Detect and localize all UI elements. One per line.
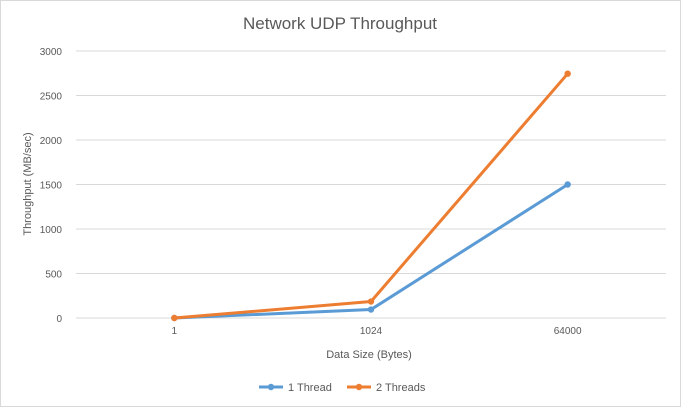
- x-tick-label: 1: [172, 326, 178, 337]
- y-tick-label: 1500: [40, 181, 63, 192]
- x-axis-ticks: 1 1024 64000: [172, 326, 582, 337]
- legend-item: 2 Threads: [347, 382, 426, 394]
- legend-label: 2 Threads: [376, 382, 426, 394]
- legend-item: 1 Thread: [259, 382, 332, 394]
- legend-swatch-marker: [355, 383, 363, 391]
- y-tick-label: 1000: [40, 225, 63, 236]
- chart-title: Network UDP Throughput: [243, 14, 437, 33]
- data-point: [564, 181, 571, 188]
- data-point: [171, 314, 178, 322]
- legend-swatch-marker: [267, 383, 275, 391]
- data-point: [367, 298, 375, 305]
- series-2: [171, 70, 571, 322]
- series-layer: [171, 70, 571, 322]
- legend: 1 Thread 2 Threads: [259, 382, 426, 394]
- data-point: [564, 70, 571, 77]
- series-line: [172, 183, 570, 320]
- legend-label: 1 Thread: [288, 382, 332, 394]
- y-axis-ticks: 0 500 1000 1500 2000 2500 3000: [40, 47, 63, 325]
- y-tick-label: 2000: [40, 136, 63, 147]
- y-tick-label: 2500: [40, 92, 63, 103]
- x-tick-label: 1024: [360, 326, 383, 337]
- x-tick-label: 64000: [554, 326, 582, 337]
- x-axis-title: Data Size (Bytes): [326, 349, 412, 361]
- y-tick-label: 0: [56, 314, 62, 325]
- gridlines: [76, 50, 666, 319]
- y-axis-title: Throughput (MB/sec): [22, 132, 34, 235]
- y-tick-label: 500: [45, 270, 62, 281]
- series-line: [172, 72, 570, 320]
- y-tick-label: 3000: [40, 47, 63, 58]
- data-point: [367, 306, 375, 313]
